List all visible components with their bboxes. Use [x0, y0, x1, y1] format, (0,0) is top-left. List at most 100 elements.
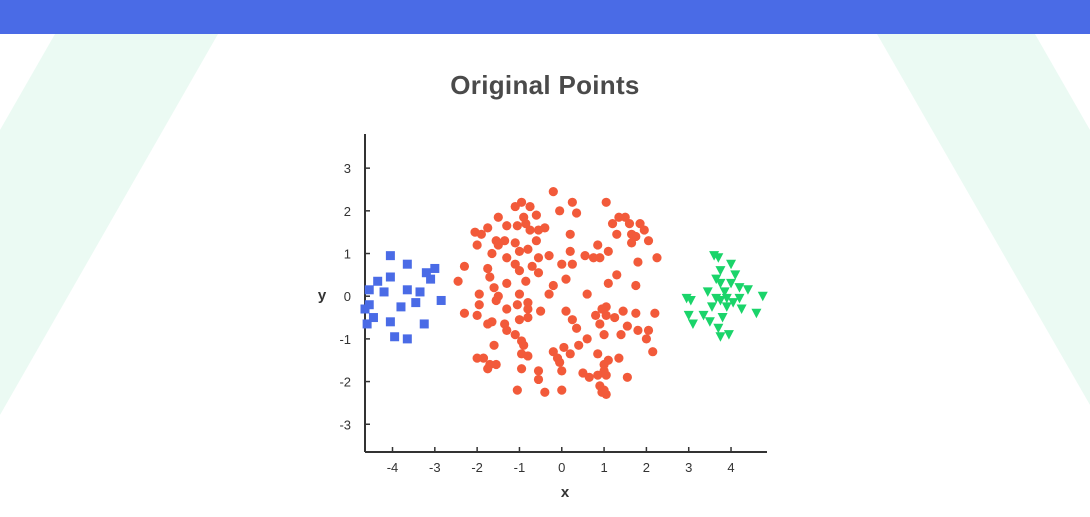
data-point-circle — [593, 240, 603, 250]
x-tick-label: 0 — [558, 460, 565, 475]
data-point-circle — [557, 366, 567, 376]
data-point-circle — [523, 298, 533, 308]
data-point-circle — [561, 274, 571, 284]
data-point-triangle — [751, 308, 762, 319]
data-point-circle — [559, 342, 569, 353]
data-point-circle — [639, 225, 649, 235]
data-point-circle — [610, 312, 620, 323]
data-point-circle — [582, 334, 592, 344]
data-point-circle — [453, 276, 463, 286]
data-point-triangle — [715, 332, 726, 342]
right-accent-shape — [877, 34, 1090, 405]
data-point-circle — [548, 187, 558, 197]
data-point-circle — [599, 359, 609, 370]
data-point-circle — [565, 349, 575, 359]
data-point-circle — [523, 244, 533, 254]
data-point-circle — [483, 223, 493, 233]
x-tick-label: 4 — [727, 460, 734, 475]
data-point-square — [360, 304, 370, 314]
data-point-circle — [521, 276, 531, 286]
data-point-circle — [502, 253, 512, 263]
data-point-square — [415, 287, 425, 297]
data-point-circle — [601, 370, 611, 380]
x-tick-label: -3 — [429, 460, 441, 475]
data-point-triangle — [702, 287, 713, 297]
data-point-circle — [493, 240, 503, 250]
chart-title: Original Points — [450, 70, 640, 100]
data-point-triangle — [757, 291, 768, 302]
data-point-circle — [643, 325, 654, 335]
top-bar — [0, 0, 1090, 34]
data-point-circle — [493, 212, 503, 222]
data-point-triangle — [719, 287, 730, 297]
data-point-circle — [516, 364, 527, 374]
data-point-circle — [567, 259, 577, 269]
data-point-circle — [483, 364, 493, 374]
data-point-circle — [459, 261, 470, 271]
data-point-circle — [633, 325, 643, 335]
data-point-circle — [531, 236, 541, 246]
data-point-circle — [652, 253, 662, 263]
data-point-triangle — [698, 310, 709, 321]
data-point-triangle — [736, 304, 747, 315]
data-point-circle — [510, 238, 520, 248]
data-point-square — [379, 287, 389, 297]
data-point-square — [402, 285, 412, 295]
data-point-circle — [616, 330, 626, 340]
data-point-triangle — [730, 270, 741, 280]
data-point-circle — [514, 265, 525, 276]
data-point-circle — [643, 236, 654, 246]
data-point-circle — [633, 257, 643, 267]
data-point-circle — [533, 225, 544, 235]
data-point-circle — [531, 210, 541, 220]
data-point-circle — [601, 389, 611, 399]
data-point-circle — [622, 321, 632, 331]
data-point-square — [436, 295, 446, 305]
data-point-circle — [533, 253, 544, 263]
data-point-circle — [502, 304, 512, 314]
data-point-circle — [650, 308, 660, 318]
data-point-circle — [485, 272, 495, 282]
data-point-square — [411, 298, 421, 308]
data-point-circle — [487, 248, 497, 259]
data-point-circle — [502, 221, 512, 231]
data-point-circle — [595, 319, 605, 329]
x-tick-label: -1 — [514, 460, 526, 475]
data-point-circle — [544, 251, 554, 261]
data-point-circle — [502, 278, 512, 288]
x-axis-label: x — [561, 484, 570, 501]
data-point-square — [402, 334, 412, 344]
data-point-circle — [525, 225, 535, 235]
data-point-triangle — [726, 278, 737, 289]
data-point-circle — [622, 372, 632, 382]
data-point-square — [396, 302, 406, 312]
data-point-circle — [478, 353, 489, 363]
data-point-circle — [571, 208, 582, 218]
data-point-square — [426, 274, 436, 284]
data-point-circle — [567, 315, 577, 325]
data-point-circle — [557, 259, 567, 269]
data-point-circle — [614, 212, 624, 222]
data-point-circle — [512, 300, 522, 310]
data-point-circle — [607, 219, 618, 229]
data-point-circle — [523, 304, 533, 314]
data-point-circle — [544, 289, 554, 299]
y-tick-label: -1 — [339, 332, 351, 347]
data-point-circle — [582, 289, 592, 299]
data-point-circle — [514, 246, 525, 256]
x-tick-label: 1 — [600, 460, 607, 475]
data-point-triangle — [687, 319, 698, 329]
data-point-circle — [648, 347, 658, 357]
data-point-circle — [474, 289, 484, 299]
data-point-circle — [540, 387, 550, 397]
data-point-circle — [601, 197, 611, 207]
data-point-circle — [514, 289, 525, 299]
data-point-circle — [557, 385, 567, 395]
x-tick-label: 3 — [685, 460, 692, 475]
data-point-circle — [631, 308, 641, 318]
data-point-circle — [626, 238, 637, 248]
data-point-square — [385, 317, 395, 327]
x-tick-label: -4 — [387, 460, 399, 475]
data-point-circle — [561, 306, 571, 316]
data-point-circle — [512, 221, 522, 231]
